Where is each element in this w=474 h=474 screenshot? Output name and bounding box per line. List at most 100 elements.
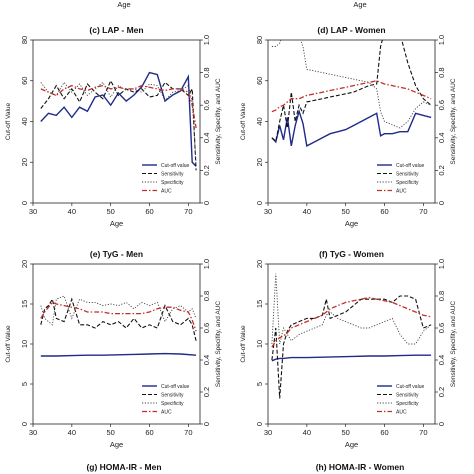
- series-line-sensitivity: [40, 297, 197, 341]
- panel-lap-men: (c) LAP - Men 30 40 50 60 70 0 20 40 60 80 0 0.2 0.4 0…: [5, 25, 222, 228]
- y-tick-label: 80: [255, 36, 264, 44]
- series-line-specificity: [40, 81, 197, 164]
- y2-tick-label: 0.4: [437, 133, 446, 143]
- x-tick-label: 30: [29, 428, 37, 437]
- y2-tick-label: 0.8: [202, 291, 211, 301]
- y-tick-label: 5: [255, 382, 264, 386]
- x-tick-label: 60: [380, 207, 388, 216]
- plot-frame: [267, 39, 436, 204]
- series-line-specificity: [271, 40, 432, 129]
- legend-entry-label: Sensitivity: [161, 171, 184, 177]
- y-tick-label: 10: [255, 340, 264, 348]
- series-line-cut-off-value: [40, 352, 197, 357]
- panel-title: (f) TyG - Women: [319, 249, 384, 259]
- panel-tyg-men: (e) TyG - Men 30 40 50 60 70 0 5 10 15 20 0 0.2 0.4 0.…: [5, 249, 222, 449]
- legend-entry-label: AUC: [161, 188, 172, 194]
- x-tick-label: 40: [303, 207, 311, 216]
- y2-tick-label: 1.0: [437, 35, 446, 45]
- x-tick-label: 60: [145, 207, 153, 216]
- y-tick-label: 20: [255, 158, 264, 166]
- legend-entry-label: Sensitivity: [396, 392, 419, 398]
- legend-entry-label: Cut-off value: [396, 163, 424, 169]
- series-line-specificity: [271, 273, 432, 345]
- y2-axis-label: Sensitivity, Specifity, and AUC: [215, 301, 222, 387]
- y-tick-label: 60: [255, 77, 264, 85]
- x-tick-label: 50: [107, 207, 115, 216]
- y2-tick-label: 0.2: [437, 165, 446, 175]
- x-tick-label: 50: [107, 428, 115, 437]
- y-tick-label: 20: [255, 260, 264, 268]
- panel-title: (e) TyG - Men: [90, 249, 143, 259]
- y-tick-label: 15: [255, 300, 264, 308]
- y2-tick-label: 0.4: [437, 355, 446, 365]
- y-tick-label: 40: [255, 117, 264, 125]
- x-tick-label: 50: [342, 428, 350, 437]
- y2-tick-label: 0.2: [202, 387, 211, 397]
- x-tick-label: 30: [264, 428, 272, 437]
- series-line-auc: [271, 80, 432, 113]
- y2-tick-label: 0.4: [202, 133, 211, 143]
- y-tick-label: 0: [255, 201, 264, 205]
- y2-tick-label: 0.6: [437, 323, 446, 333]
- legend-entry-label: Cut-off value: [396, 384, 424, 390]
- y2-tick-label: 0.8: [437, 291, 446, 301]
- legend-entry-label: Sensitivity: [161, 392, 184, 398]
- y2-tick-label: 0.6: [202, 323, 211, 333]
- x-tick-label: 60: [380, 428, 388, 437]
- x-tick-label: 50: [342, 207, 350, 216]
- x-tick-label: 30: [29, 207, 37, 216]
- y2-axis-label: Sensitivity, Specifity, and AUC: [450, 78, 457, 164]
- y-tick-label: 10: [20, 340, 29, 348]
- series-line-cut-off-value: [40, 71, 197, 167]
- y-axis-label: Cut-off Value: [5, 325, 12, 363]
- y2-tick-label: 0: [202, 201, 211, 205]
- x-tick-label: 70: [184, 428, 192, 437]
- y-tick-label: 5: [20, 382, 29, 386]
- y-axis-label: Cut-off Value: [5, 102, 12, 140]
- y2-tick-label: 0.6: [202, 100, 211, 110]
- y-tick-label: 20: [20, 260, 29, 268]
- legend-entry-label: AUC: [396, 188, 407, 194]
- x-axis-label: Age: [110, 440, 123, 449]
- x-axis-label: Age: [110, 219, 123, 228]
- series-line-auc: [271, 296, 432, 348]
- y2-axis-label: Sensitivity, Specifity, and AUC: [450, 301, 457, 387]
- x-tick-label: 40: [303, 428, 311, 437]
- legend-entry-label: Specificity: [161, 180, 184, 186]
- panel-title-homa-ir-women: (h) HOMA-IR - Women: [316, 462, 405, 472]
- series-line-sensitivity: [271, 295, 432, 399]
- legend-entry-label: Sensitivity: [396, 171, 419, 177]
- plot-frame: [32, 39, 201, 204]
- x-axis-label: Age: [345, 219, 358, 228]
- x-axis-label: Age: [345, 440, 358, 449]
- y2-tick-label: 0: [437, 201, 446, 205]
- panel-tyg-women: (f) TyG - Women 30 40 50 60 70 0 5 10 15 20 0 0.2 0.4…: [240, 249, 457, 449]
- y-tick-label: 40: [20, 117, 29, 125]
- legend-entry-label: AUC: [396, 409, 407, 415]
- y-tick-label: 0: [20, 201, 29, 205]
- x-tick-label: 70: [419, 207, 427, 216]
- y2-tick-label: 0.2: [437, 387, 446, 397]
- panel-title: (c) LAP - Men: [89, 25, 143, 35]
- x-tick-label: 60: [145, 428, 153, 437]
- series-line-cut-off-value: [271, 354, 432, 362]
- x-tick-label: 70: [184, 207, 192, 216]
- y-axis-label: Cut-off Value: [240, 325, 247, 363]
- y-tick-label: 0: [20, 422, 29, 426]
- series-line-auc: [40, 84, 197, 129]
- y-tick-label: 60: [20, 77, 29, 85]
- y2-tick-label: 0.8: [202, 67, 211, 77]
- y-tick-label: 80: [20, 36, 29, 44]
- top-x-axis-label: Age: [117, 0, 130, 9]
- x-tick-label: 40: [68, 428, 76, 437]
- legend-entry-label: Specificity: [396, 180, 419, 186]
- y2-tick-label: 0.8: [437, 67, 446, 77]
- y2-tick-label: 0.2: [202, 165, 211, 175]
- y-tick-label: 20: [20, 158, 29, 166]
- y2-tick-label: 0.6: [437, 100, 446, 110]
- y-tick-label: 0: [255, 422, 264, 426]
- y-axis-label: Cut-off Value: [240, 102, 247, 140]
- panel-title: (d) LAP - Women: [317, 25, 385, 35]
- y-tick-label: 15: [20, 300, 29, 308]
